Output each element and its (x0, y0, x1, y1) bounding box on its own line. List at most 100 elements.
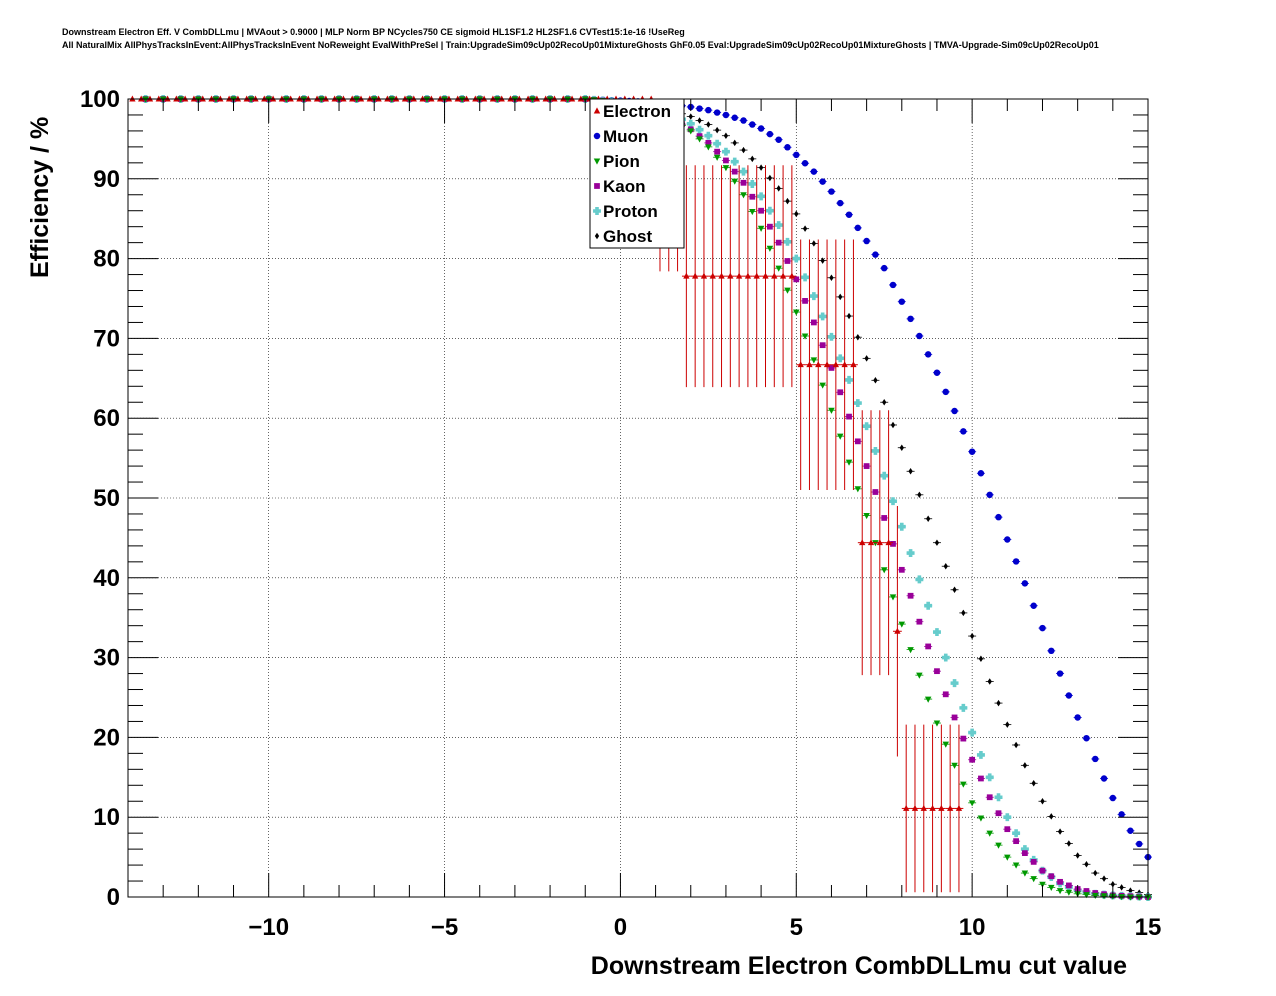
data-point (792, 254, 801, 263)
data-point (960, 781, 967, 788)
data-point (713, 109, 721, 116)
data-point (960, 428, 967, 435)
y-tick-label: 10 (93, 804, 120, 831)
data-point (1004, 854, 1011, 861)
data-point (1030, 602, 1037, 609)
data-point (797, 361, 804, 368)
data-point (489, 95, 497, 102)
data-point (1109, 794, 1117, 802)
data-point (705, 106, 712, 114)
data-point (788, 272, 796, 279)
data-point (775, 136, 782, 143)
data-point (700, 272, 708, 279)
data-point (811, 240, 817, 247)
data-point (234, 95, 242, 102)
data-point (524, 95, 532, 102)
data-point (952, 586, 957, 594)
data-point (838, 293, 843, 301)
data-point (1021, 580, 1029, 587)
data-point (1144, 894, 1152, 901)
data-point (692, 272, 699, 279)
legend-label: Electron (603, 102, 671, 121)
data-point (828, 407, 835, 414)
data-point (942, 741, 949, 748)
data-point (762, 272, 769, 279)
data-point (801, 273, 810, 282)
data-point (749, 193, 756, 200)
data-point (727, 272, 734, 279)
data-point (507, 95, 514, 102)
data-point (1135, 840, 1143, 848)
data-point (740, 117, 747, 124)
data-point (977, 470, 985, 477)
data-point (908, 468, 913, 475)
legend: Electron Muon Pion Kaon Proton Ghost (589, 98, 685, 249)
data-point (182, 95, 189, 102)
data-point (819, 382, 826, 389)
legend-entry-kaon: Kaon (594, 177, 646, 196)
data-point (775, 239, 782, 246)
data-point (784, 258, 791, 264)
data-point (199, 95, 206, 102)
data-point (903, 804, 910, 811)
data-point (428, 95, 435, 102)
data-point (819, 342, 826, 349)
data-point (1004, 536, 1011, 543)
data-point (1049, 813, 1054, 820)
data-point (731, 114, 738, 121)
data-point (375, 95, 382, 102)
data-point (933, 369, 941, 376)
data-point (827, 332, 836, 341)
data-point (907, 592, 914, 599)
axis-ticks (127, 98, 1149, 898)
data-point (832, 361, 839, 368)
data-point (1005, 721, 1010, 728)
data-point (697, 117, 702, 124)
data-point (784, 144, 791, 151)
data-point (423, 96, 431, 103)
data-point (864, 355, 869, 362)
data-point (753, 272, 760, 279)
data-point (880, 264, 888, 272)
data-point (784, 287, 791, 294)
data-point (739, 167, 748, 176)
data-point (894, 627, 901, 634)
data-point (924, 696, 932, 703)
data-point (296, 95, 303, 102)
data-point (828, 365, 835, 371)
data-point (758, 207, 764, 214)
data-point (889, 497, 897, 506)
legend-label: Kaon (603, 177, 646, 196)
data-point (951, 407, 958, 415)
data-point (995, 842, 1002, 849)
data-point (741, 146, 746, 154)
data-point (1066, 840, 1072, 847)
data-point (775, 265, 782, 272)
data-point (1092, 892, 1099, 900)
data-point (138, 95, 145, 102)
data-point (594, 232, 600, 240)
data-point (349, 95, 356, 102)
data-point (721, 147, 730, 156)
data-point (785, 197, 790, 205)
data-point (898, 621, 906, 628)
data-point (723, 157, 729, 164)
data-point (907, 647, 914, 654)
data-point (1119, 884, 1124, 891)
data-point (815, 361, 822, 368)
y-tick-label: 80 (93, 246, 120, 273)
data-point (889, 594, 897, 601)
data-point (801, 159, 809, 167)
data-point (854, 486, 862, 493)
data-point (802, 298, 808, 304)
data-point (916, 332, 923, 340)
data-point (1065, 889, 1073, 896)
data-point (987, 678, 992, 685)
data-point (714, 148, 721, 155)
data-point (480, 95, 488, 102)
data-point (846, 413, 852, 420)
data-point (1057, 828, 1063, 835)
data-point (757, 192, 766, 201)
data-point (907, 315, 914, 323)
